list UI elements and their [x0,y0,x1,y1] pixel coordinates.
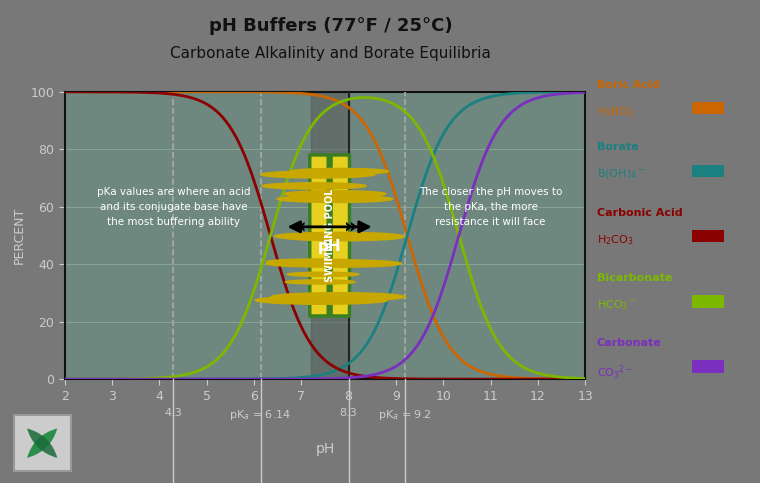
Circle shape [262,183,366,189]
Circle shape [266,260,371,267]
Circle shape [272,261,358,266]
Text: Borate: Borate [597,142,638,153]
Circle shape [282,233,403,241]
Y-axis label: PERCENT: PERCENT [13,207,26,264]
Text: pK$_a$ = 6.14: pK$_a$ = 6.14 [230,408,292,422]
Bar [311,92,349,379]
Text: Bicarbonate: Bicarbonate [597,273,672,283]
Text: Carbonic Acid: Carbonic Acid [597,208,682,218]
Circle shape [299,191,373,195]
Text: «: « [292,217,306,237]
Text: H$_3$BO$_3$: H$_3$BO$_3$ [597,105,633,119]
PathPatch shape [27,428,57,458]
Text: Boric Acid: Boric Acid [597,80,659,90]
Circle shape [287,272,359,277]
Text: pH Buffers (77°F / 25°C): pH Buffers (77°F / 25°C) [209,17,452,35]
Text: Carbonate Alkalinity and Borate Equilibria: Carbonate Alkalinity and Borate Equilibr… [170,46,491,61]
Text: The closer the pH moves to
the pKa, the more
resistance it will face: The closer the pH moves to the pKa, the … [419,187,562,227]
Text: »: » [344,217,358,237]
Text: pKa values are where an acid
and its conjugate base have
the most buffering abil: pKa values are where an acid and its con… [97,187,250,227]
Text: 4.3: 4.3 [165,408,182,418]
Circle shape [284,191,386,197]
Circle shape [280,260,401,267]
Circle shape [274,232,404,240]
PathPatch shape [27,428,57,458]
Circle shape [290,169,388,174]
Circle shape [277,196,393,202]
Text: B(OH)$_4$$^-$: B(OH)$_4$$^-$ [597,168,644,181]
Text: SWIMMING POOL: SWIMMING POOL [325,189,334,282]
Text: CO$_3$$^{2-}$: CO$_3$$^{2-}$ [597,363,632,382]
FancyBboxPatch shape [310,155,328,316]
Circle shape [255,296,388,304]
FancyBboxPatch shape [331,155,350,316]
Text: pH: pH [318,240,341,255]
Circle shape [267,259,365,265]
Text: pK$_a$ = 9.2: pK$_a$ = 9.2 [378,408,432,422]
Text: H$_2$CO$_3$: H$_2$CO$_3$ [597,233,633,247]
Text: 8.3: 8.3 [340,408,357,418]
Circle shape [261,171,375,178]
Circle shape [271,293,405,301]
Text: Carbonate: Carbonate [597,338,661,348]
Circle shape [285,280,355,284]
Text: pH: pH [315,442,334,456]
Text: HCO$_3$$^-$: HCO$_3$$^-$ [597,298,636,312]
